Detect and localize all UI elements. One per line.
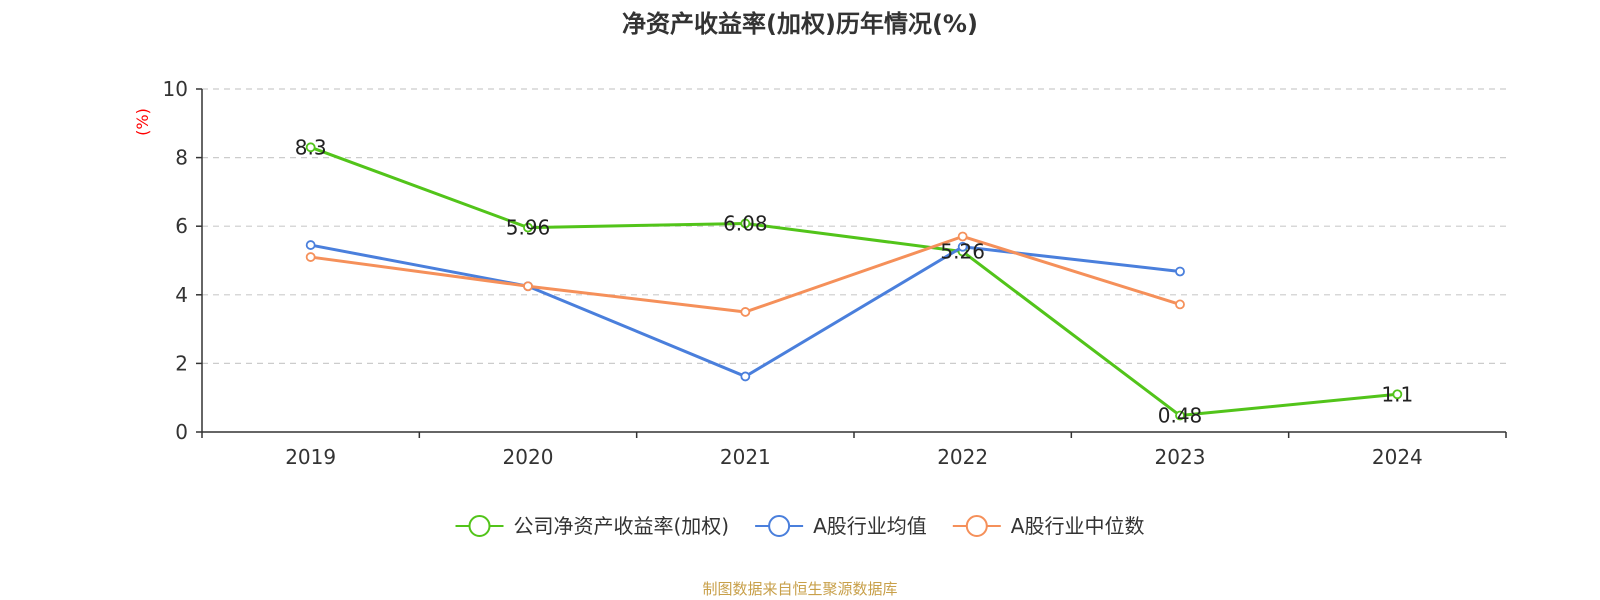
data-point — [740, 218, 751, 229]
data-labels: 8.3 5.96 6.08 5.26 0.48 1.1 — [295, 135, 1413, 427]
series-lines — [305, 142, 1403, 421]
data-label: 0.48 — [1158, 404, 1203, 428]
y-tick-label: 2 — [175, 351, 188, 375]
x-tick-label: 2023 — [1155, 445, 1206, 469]
y-tick-label: 6 — [175, 214, 188, 238]
data-point — [1175, 299, 1185, 310]
legend-marker — [468, 515, 491, 537]
data-point — [1175, 410, 1185, 421]
data-point — [1175, 266, 1185, 277]
series-line — [310, 145, 1398, 418]
data-label: 5.96 — [506, 216, 551, 240]
data-point — [523, 281, 533, 292]
data-point — [305, 142, 316, 153]
data-point — [740, 307, 751, 317]
x-tick-label: 2022 — [937, 445, 988, 469]
x-tick-label: 2021 — [720, 445, 771, 469]
y-tick-label: 8 — [175, 146, 188, 170]
chart-title: 净资产收益率(加权)历年情况(%) — [622, 10, 978, 38]
legend-label: A股行业中位数 — [1011, 514, 1145, 538]
y-tick-label: 10 — [163, 77, 188, 101]
y-axis-unit-label: (%) — [133, 108, 152, 136]
data-point — [305, 252, 316, 262]
y-tick-label: 4 — [175, 283, 188, 307]
x-tick-label: 2020 — [503, 445, 554, 469]
legend-marker — [965, 515, 988, 537]
legend-label: A股行业均值 — [813, 514, 927, 538]
data-point — [740, 371, 751, 382]
source-note: 制图数据来自恒生聚源数据库 — [702, 580, 898, 598]
x-tick-label: 2024 — [1372, 445, 1423, 469]
y-tick-label: 0 — [175, 420, 188, 444]
legend-label: 公司净资产收益率(加权) — [514, 514, 730, 538]
grid-lines — [202, 88, 1506, 364]
data-label: 1.1 — [1381, 382, 1413, 406]
legend-marker — [768, 515, 791, 537]
data-point — [523, 222, 533, 233]
data-point — [1392, 389, 1403, 400]
data-label: 8.3 — [295, 135, 327, 159]
x-tick-label: 2019 — [285, 445, 336, 469]
legend: 公司净资产收益率(加权) A股行业均值 A股行业中位数 — [455, 514, 1145, 538]
axes: 0 2 4 6 8 10 2019 2020 2021 2022 2023 2024 (%) — [133, 77, 1507, 469]
data-point — [957, 241, 968, 252]
data-label: 6.08 — [723, 211, 768, 235]
data-point — [305, 240, 316, 250]
series-line — [310, 234, 1181, 314]
data-point — [957, 231, 968, 242]
data-label: 5.26 — [940, 240, 985, 264]
